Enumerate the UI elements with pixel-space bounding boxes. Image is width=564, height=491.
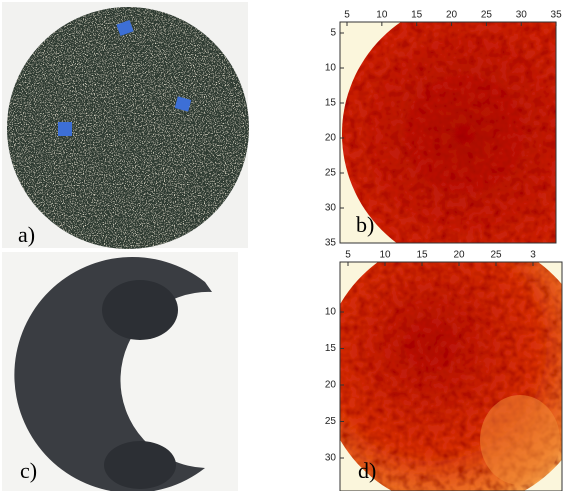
x-tick-label: 25 — [481, 10, 493, 21]
panel-label: a) — [18, 222, 35, 247]
y-tick-label: 20 — [325, 133, 337, 144]
x-tick-label: 20 — [446, 10, 458, 21]
x-tick-label: 5 — [345, 250, 351, 261]
y-tick-label: 10 — [325, 307, 337, 318]
x-tick-label: 10 — [376, 10, 388, 21]
panel-label: d) — [358, 458, 376, 483]
x-tick-label: 30 — [516, 10, 528, 21]
x-tick-label: 25 — [490, 250, 502, 261]
x-tick-label: 5 — [344, 10, 350, 21]
y-tick-label: 5 — [330, 28, 336, 39]
figure: a) b) 5 10 15 20 25 30 35 5 10 15 20 25 30 35 c) d) 5 10 15 2… — [0, 0, 564, 491]
x-tick-label: 3 — [530, 250, 536, 261]
panel-label: c) — [20, 458, 37, 483]
y-tick-label: 25 — [325, 416, 337, 427]
panel-label: b) — [356, 212, 374, 237]
y-tick-label: 15 — [325, 98, 337, 109]
x-tick-label: 15 — [411, 10, 423, 21]
x-tick-label: 20 — [453, 250, 465, 261]
y-tick-label: 35 — [325, 238, 337, 249]
photo-a — [2, 2, 249, 249]
x-tick-label: 35 — [551, 10, 563, 21]
photo-c — [2, 252, 238, 491]
y-tick-label: 20 — [325, 380, 337, 391]
y-tick-label: 10 — [325, 63, 337, 74]
heatmap-d — [322, 236, 564, 491]
y-tick-label: 25 — [325, 168, 337, 179]
y-tick-label: 30 — [325, 453, 337, 464]
x-tick-label: 10 — [379, 250, 391, 261]
y-tick-label: 30 — [325, 203, 337, 214]
y-tick-label: 15 — [325, 343, 337, 354]
x-tick-label: 15 — [416, 250, 428, 261]
